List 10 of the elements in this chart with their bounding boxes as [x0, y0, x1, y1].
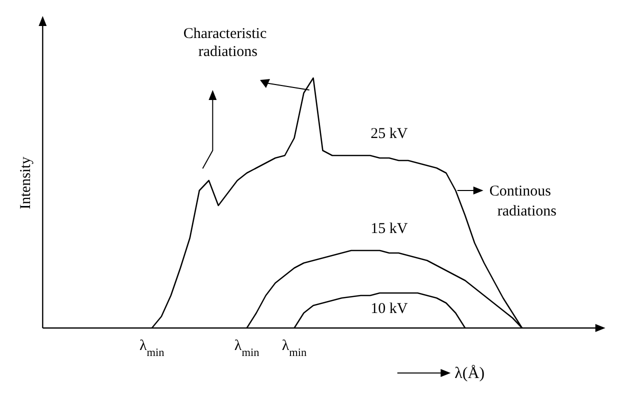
y-axis-title: Intensity: [18, 156, 34, 210]
x-tick-label: λ$_{min}$: [282, 338, 308, 359]
annotation: Continous radiations: [489, 184, 557, 220]
series-label: 10 kV: [370, 301, 408, 317]
series-label: 15 kV: [370, 221, 408, 237]
series-label: 25 kV: [370, 126, 408, 142]
x-axis-title: λ(Å): [454, 364, 485, 382]
x-tick-label: λ$_{min}$: [140, 338, 165, 359]
text: Characteristic radiations: [183, 26, 267, 60]
x-tick-label: λ$_{min}$: [234, 338, 260, 359]
